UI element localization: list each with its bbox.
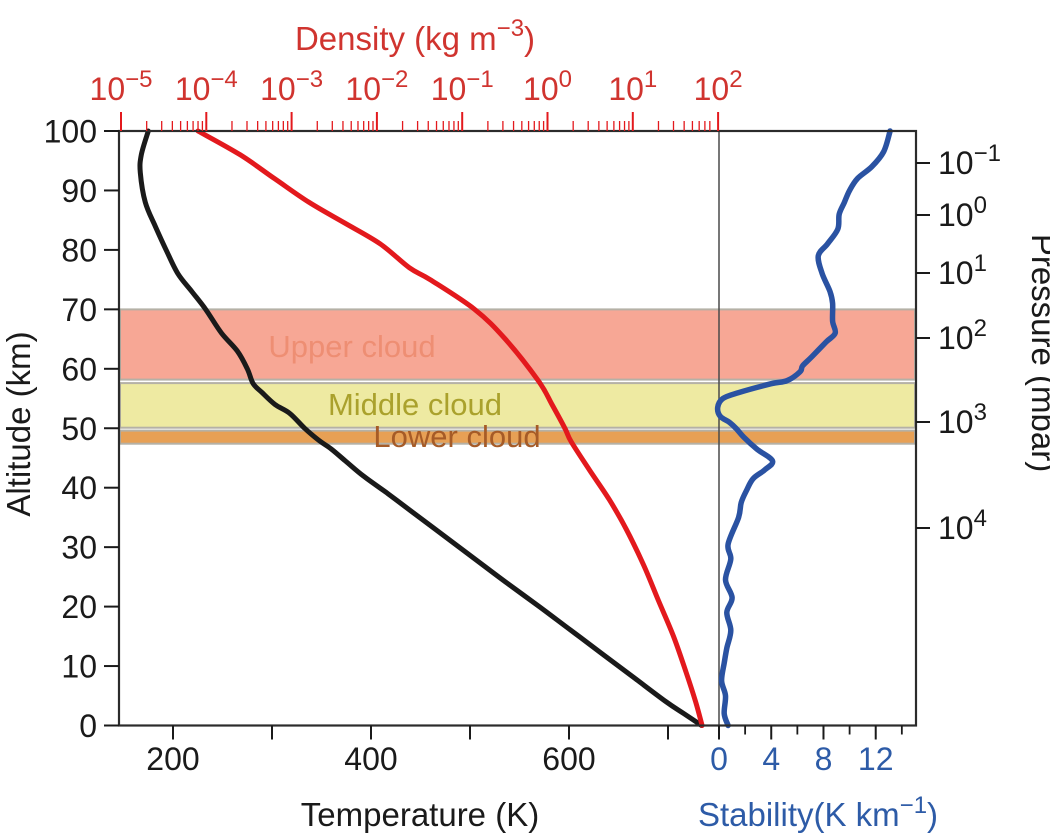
temperature-axis: 200 400 600 (146, 725, 669, 777)
density-tick-exponent: −3 (296, 66, 323, 93)
density-tick-exponent: −5 (125, 66, 152, 93)
pressure-tick-label: 10−1 (938, 140, 1001, 181)
density-curve (195, 128, 705, 728)
stability-title-text: Stability(K km (698, 796, 900, 833)
density-tick-exponent: −4 (210, 66, 237, 93)
density-tick-base: 10 (694, 71, 730, 107)
density-tick-exponent: 0 (559, 66, 572, 93)
pressure-tick-exponent: 1 (974, 250, 987, 277)
temperature-tick-label: 200 (146, 741, 199, 777)
altitude-axis-title: Altitude (km) (0, 331, 37, 516)
altitude-tick-label: 30 (61, 530, 97, 566)
lower-cloud-label: Lower cloud (373, 419, 540, 454)
density-tick-base: 10 (260, 71, 296, 107)
stability-axis-title: Stability(K km−1) (698, 792, 938, 833)
pressure-tick-label: 101 (938, 250, 987, 291)
density-tick-exponent: −1 (466, 66, 493, 93)
pressure-tick-base: 10 (938, 197, 974, 233)
density-tick-label: 102 (694, 66, 743, 107)
altitude-tick-label: 90 (61, 173, 97, 209)
altitude-tick-label: 40 (61, 470, 97, 506)
altitude-tick-label: 80 (61, 232, 97, 268)
density-tick-label: 10−5 (90, 66, 153, 107)
pressure-tick-exponent: 2 (974, 315, 987, 342)
density-tick-base: 10 (175, 71, 211, 107)
altitude-tick-label: 100 (44, 114, 97, 150)
pressure-tick-label: 104 (938, 505, 987, 546)
density-tick-label: 10−4 (175, 66, 238, 107)
density-tick-exponent: 2 (729, 66, 742, 93)
middle-cloud-label: Middle cloud (328, 387, 502, 422)
density-title-text: Density (kg m (295, 20, 497, 57)
altitude-tick-label: 50 (61, 411, 97, 447)
density-tick-exponent: 1 (644, 66, 657, 93)
density-tick-base: 10 (608, 71, 644, 107)
density-axis: 10−5 10−4 10−3 10−2 10−1 100 101 102 (90, 66, 743, 131)
pressure-tick-exponent: −1 (974, 140, 1001, 167)
pressure-tick-base: 10 (938, 255, 974, 291)
stability-curve (714, 128, 893, 729)
density-tick-label: 10−3 (260, 66, 323, 107)
temperature-tick-label: 400 (344, 741, 397, 777)
altitude-tick-label: 10 (61, 649, 97, 685)
profile-curves (137, 128, 893, 729)
density-tick-base: 10 (523, 71, 559, 107)
pressure-tick-base: 10 (938, 404, 974, 440)
altitude-tick-label: 60 (61, 351, 97, 387)
density-tick-label: 10−1 (431, 66, 494, 107)
density-tick-exponent: −2 (381, 66, 408, 93)
density-title-close: ) (524, 20, 535, 57)
cloud-band-middle (119, 382, 916, 429)
altitude-tick-label: 70 (61, 292, 97, 328)
pressure-tick-label: 103 (938, 399, 987, 440)
density-tick-label: 100 (523, 66, 572, 107)
altitude-tick-label: 20 (61, 589, 97, 625)
upper-cloud-label: Upper cloud (268, 329, 435, 364)
cloud-bands (119, 308, 916, 445)
cloud-band-upper (119, 308, 916, 381)
pressure-tick-exponent: 3 (974, 399, 987, 426)
stability-tick-label: 0 (710, 741, 728, 777)
density-tick-base: 10 (431, 71, 467, 107)
density-tick-base: 10 (345, 71, 381, 107)
stability-title-exponent: −1 (900, 792, 927, 819)
pressure-tick-exponent: 0 (974, 192, 987, 219)
density-axis-title: Density (kg m−3) (295, 15, 535, 57)
pressure-axis-title: Pressure (mbar) (1025, 234, 1050, 472)
altitude-tick-label: 0 (79, 708, 97, 744)
density-tick-label: 101 (608, 66, 657, 107)
stability-tick-label: 8 (815, 741, 833, 777)
pressure-tick-label: 100 (938, 192, 987, 233)
stability-tick-label: 4 (762, 741, 780, 777)
pressure-tick-base: 10 (938, 320, 974, 356)
pressure-tick-base: 10 (938, 510, 974, 546)
pressure-tick-base: 10 (938, 145, 974, 181)
density-title-exponent: −3 (497, 15, 524, 42)
stability-axis: 0 4 8 12 (710, 725, 903, 777)
pressure-tick-exponent: 4 (974, 505, 987, 532)
stability-tick-label: 12 (858, 741, 894, 777)
temperature-curve (137, 128, 705, 728)
density-tick-base: 10 (90, 71, 126, 107)
stability-title-close: ) (927, 796, 938, 833)
pressure-tick-label: 102 (938, 315, 987, 356)
density-tick-label: 10−2 (345, 66, 408, 107)
temperature-tick-label: 600 (542, 741, 595, 777)
temperature-axis-title: Temperature (K) (301, 796, 539, 833)
